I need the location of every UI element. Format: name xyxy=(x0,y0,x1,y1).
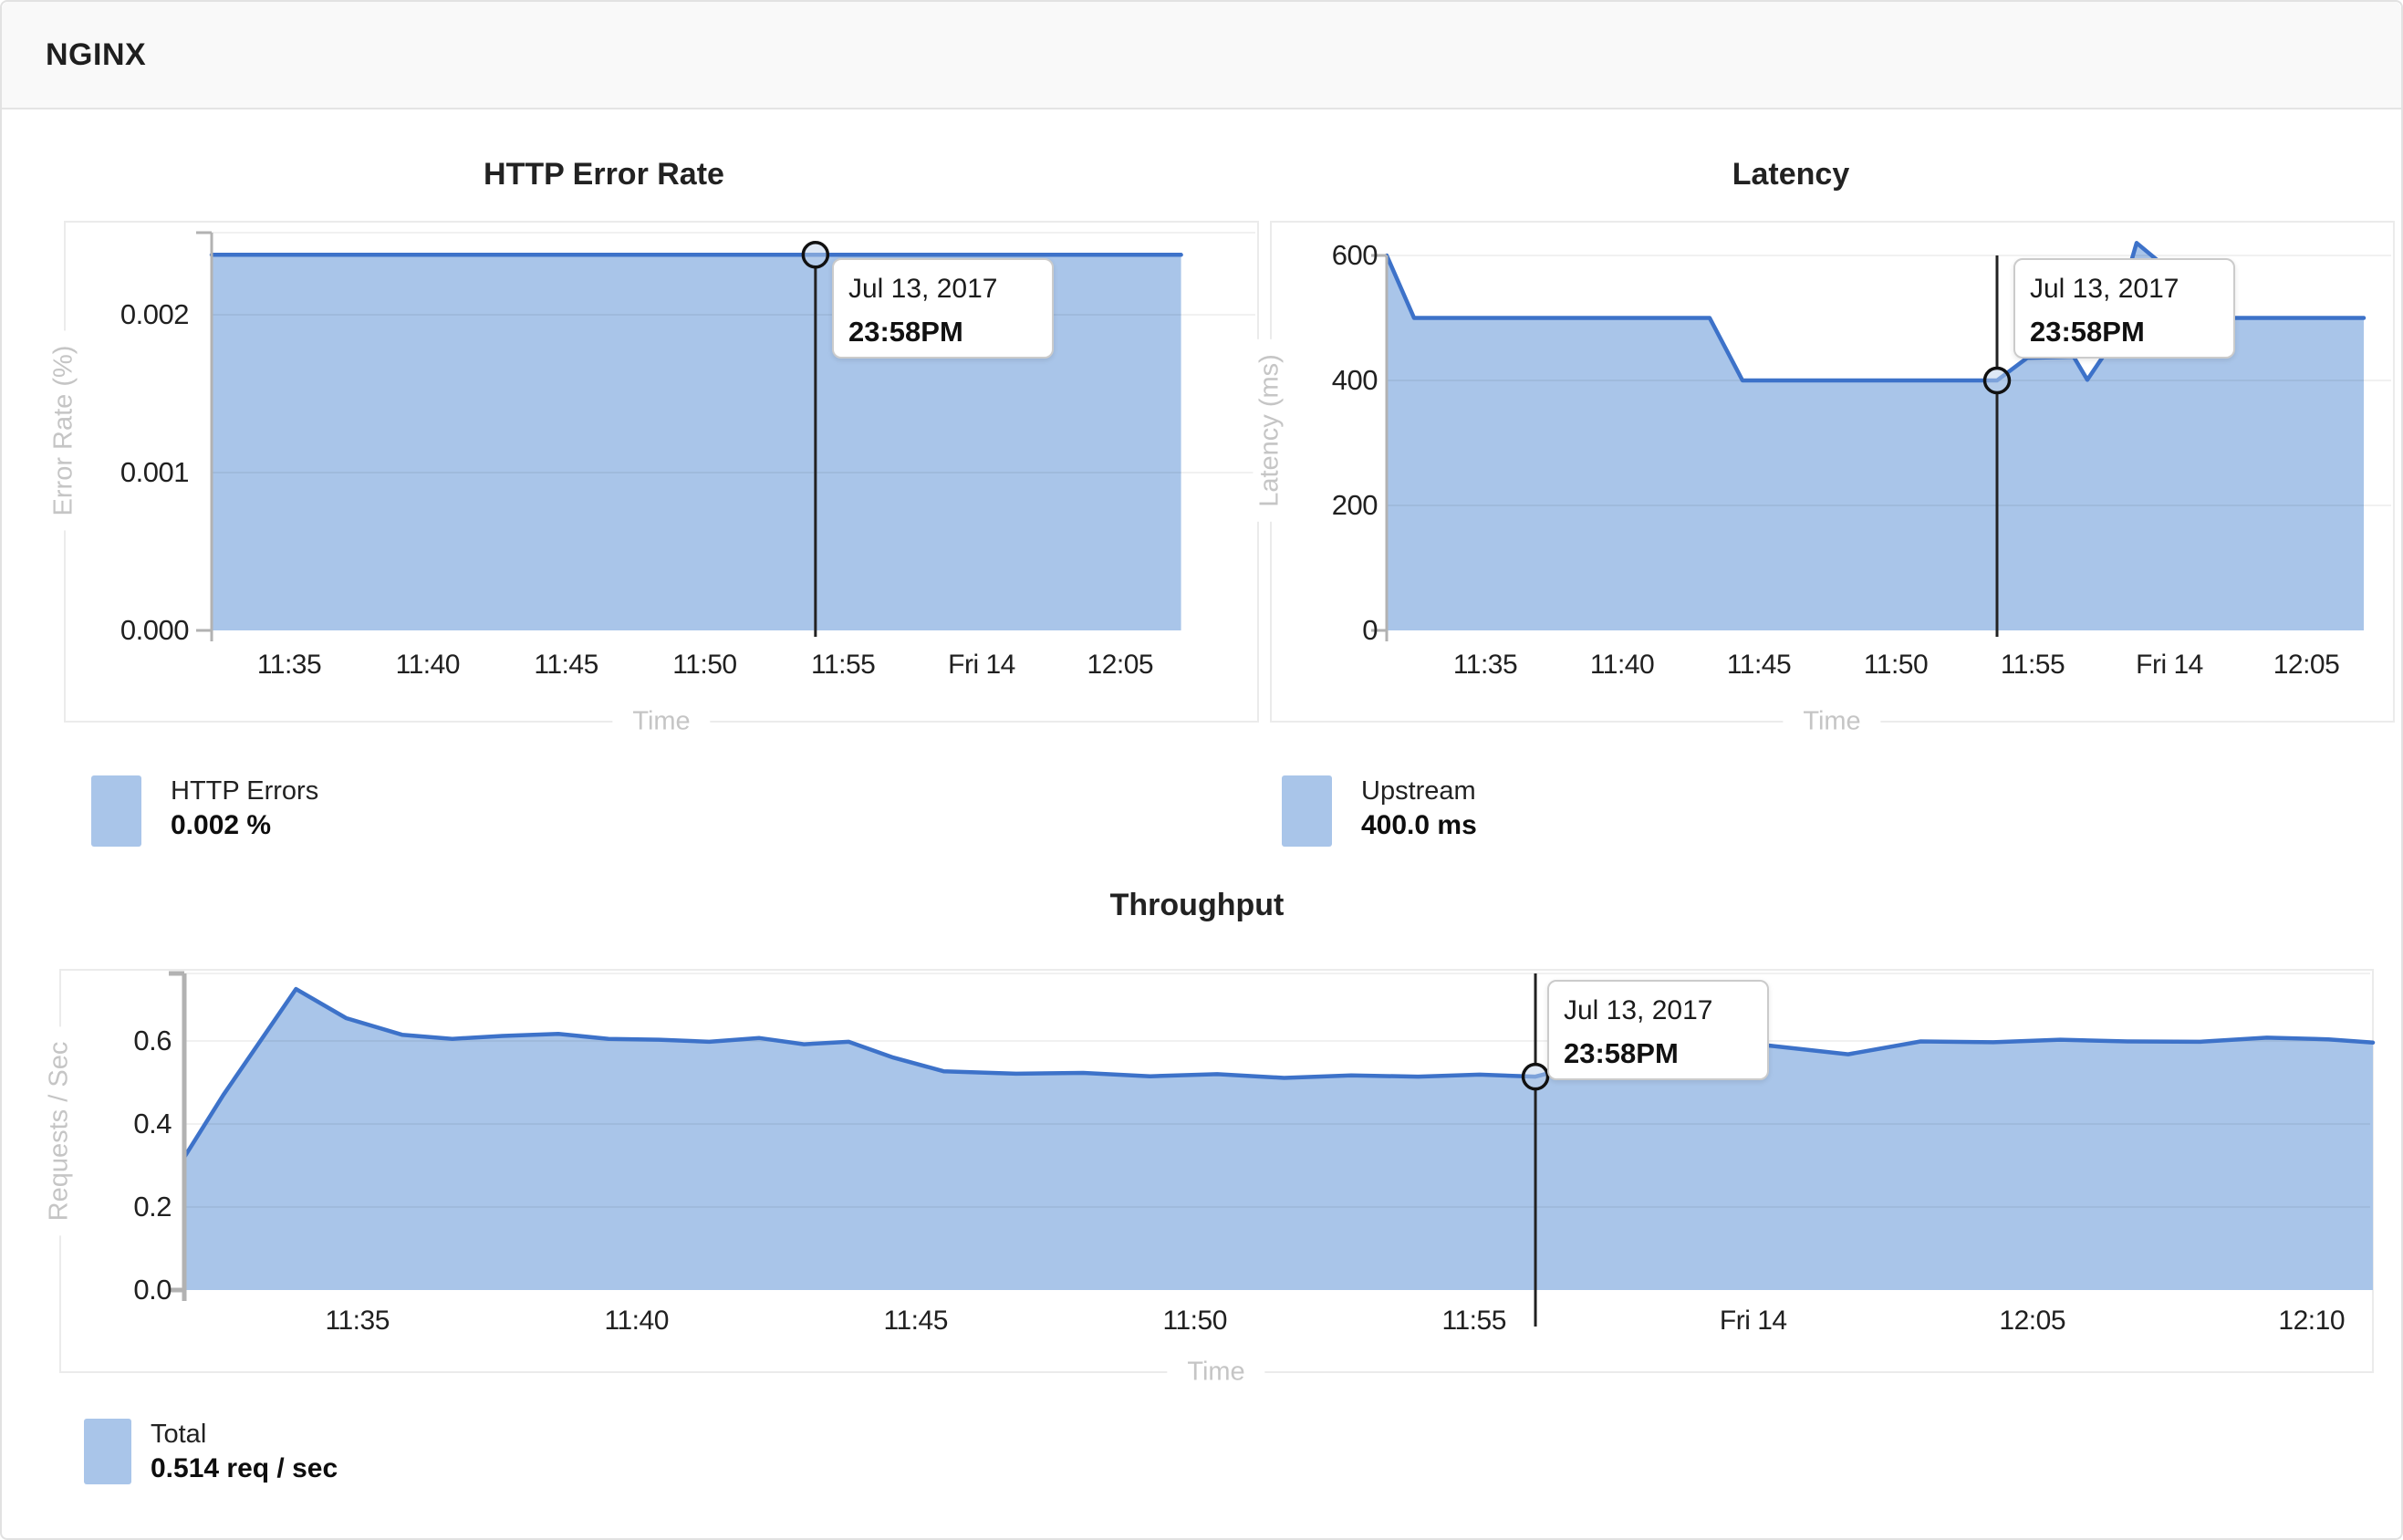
x-tick-label: 11:45 xyxy=(1726,650,1792,680)
tooltip-date: Jul 13, 2017 xyxy=(2030,274,2179,304)
legend-upstream: Upstream 400.0 ms xyxy=(1282,775,1477,847)
x-tick-label: 11:40 xyxy=(604,1306,670,1336)
x-tick-label: 11:55 xyxy=(811,650,876,680)
x-tick-label: 11:35 xyxy=(256,650,322,680)
http-error-rate-chart[interactable] xyxy=(64,221,1259,723)
x-tick-label: Fri 14 xyxy=(2136,650,2203,680)
x-tick-label: 12:05 xyxy=(1087,650,1154,680)
chart-title: Latency xyxy=(1732,157,1850,192)
x-tick-label: 12:05 xyxy=(2273,650,2340,680)
x-tick-label: 11:40 xyxy=(1589,650,1655,680)
tooltip: Jul 13, 2017 23:58PM xyxy=(2013,258,2235,359)
x-tick-label: 11:45 xyxy=(534,650,598,680)
tooltip-date: Jul 13, 2017 xyxy=(1564,995,1713,1025)
y-tick-label: 0.0 xyxy=(133,1274,172,1306)
y-tick-label: 0.001 xyxy=(120,456,190,488)
y-tick-label: 0 xyxy=(1362,614,1378,646)
y-axis-label: Error Rate (%) xyxy=(47,330,81,531)
legend-swatch xyxy=(1282,775,1332,847)
x-tick-label: 12:10 xyxy=(2278,1306,2346,1336)
legend-http-errors: HTTP Errors 0.002 % xyxy=(91,775,318,847)
legend-value: 0.514 req / sec xyxy=(151,1453,338,1483)
tooltip-date: Jul 13, 2017 xyxy=(848,274,998,304)
x-tick-label: 11:55 xyxy=(1441,1306,1507,1336)
x-axis-label: Time xyxy=(1167,1355,1265,1389)
x-tick-label: 11:50 xyxy=(672,650,737,680)
legend-swatch xyxy=(91,775,141,847)
y-tick-label: 600 xyxy=(1331,239,1378,271)
x-tick-label: 11:55 xyxy=(2000,650,2065,680)
page-title: NGINX xyxy=(46,37,147,72)
header-bar: NGINX xyxy=(2,2,2401,109)
y-tick-label: 0.000 xyxy=(120,614,190,646)
x-axis-label: Time xyxy=(612,704,711,739)
legend-swatch xyxy=(84,1419,131,1484)
x-tick-label: Fri 14 xyxy=(948,650,1015,680)
x-tick-label: 11:35 xyxy=(1452,650,1518,680)
chart-title: Throughput xyxy=(1109,888,1285,922)
legend-value: 0.002 % xyxy=(171,810,272,840)
legend-label: Upstream xyxy=(1361,776,1476,806)
tooltip-time: 23:58PM xyxy=(848,316,963,348)
y-tick-label: 0.2 xyxy=(133,1191,172,1223)
tooltip-time: 23:58PM xyxy=(2030,316,2145,348)
tooltip-time: 23:58PM xyxy=(1564,1037,1679,1069)
x-tick-label: 11:50 xyxy=(1863,650,1929,680)
legend-label: Total xyxy=(151,1420,207,1449)
y-tick-label: 0.4 xyxy=(133,1108,172,1139)
legend-label: HTTP Errors xyxy=(171,776,319,806)
x-tick-label: 11:35 xyxy=(325,1306,390,1336)
x-tick-label: 11:50 xyxy=(1162,1306,1228,1336)
y-tick-label: 0.002 xyxy=(120,298,190,330)
x-tick-label: Fri 14 xyxy=(1719,1306,1787,1336)
x-tick-label: 11:45 xyxy=(883,1306,949,1336)
tooltip: Jul 13, 2017 23:58PM xyxy=(1547,980,1769,1080)
tooltip: Jul 13, 2017 23:58PM xyxy=(832,258,1054,359)
x-axis-label: Time xyxy=(1783,704,1881,739)
x-tick-label: 12:05 xyxy=(1999,1306,2066,1336)
chart-title: HTTP Error Rate xyxy=(484,157,724,192)
y-tick-label: 0.6 xyxy=(133,1025,172,1056)
legend-total: Total 0.514 req / sec xyxy=(84,1419,338,1485)
y-tick-label: 200 xyxy=(1331,489,1378,521)
legend-value: 400.0 ms xyxy=(1361,810,1477,840)
y-tick-label: 400 xyxy=(1331,364,1378,396)
x-tick-label: 11:40 xyxy=(395,650,461,680)
